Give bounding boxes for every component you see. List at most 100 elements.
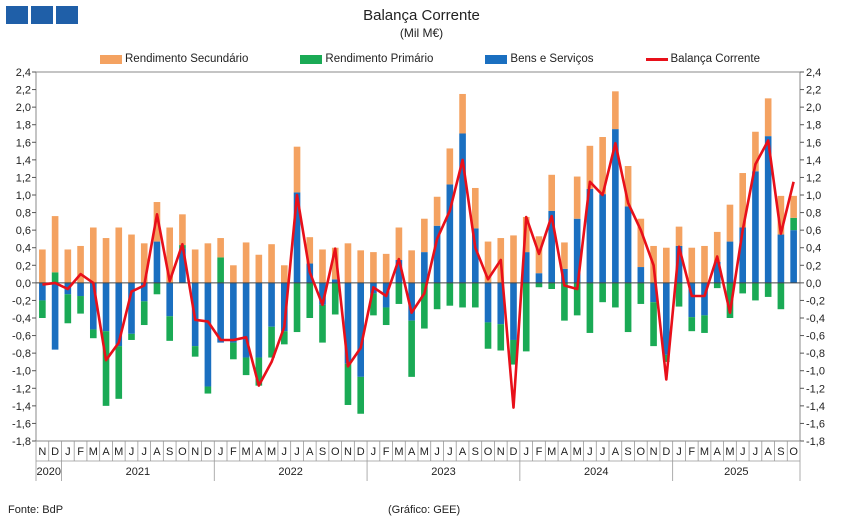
- bar-segment: [548, 282, 556, 290]
- bar-segment: [688, 282, 696, 318]
- bar-segment: [153, 241, 161, 283]
- bar-segment: [612, 91, 619, 130]
- bar-segment: [535, 273, 543, 283]
- bar-segment: [612, 282, 619, 308]
- bar-segment: [179, 214, 186, 246]
- bar-segment: [102, 331, 110, 406]
- y-tick-label-right: 1,4: [806, 155, 821, 167]
- year-label: 2024: [584, 466, 608, 478]
- bar-segment: [128, 234, 135, 283]
- bar-segment: [764, 282, 772, 297]
- month-label: J: [434, 446, 440, 458]
- bar-segment: [357, 282, 365, 377]
- bar-segment: [459, 133, 466, 283]
- bar-segment: [395, 282, 403, 304]
- y-tick-label-left: 0,2: [16, 260, 31, 272]
- bar-segment: [446, 148, 454, 185]
- bar-segment: [357, 376, 365, 414]
- bar-segment: [662, 282, 670, 355]
- y-tick-label-left: 1,4: [16, 155, 31, 167]
- bar-segment: [204, 243, 212, 283]
- legend: Rendimento Secundário Rendimento Primári…: [100, 53, 760, 65]
- month-label: O: [331, 446, 340, 458]
- bar-segment: [573, 282, 581, 316]
- y-tick-label-right: 0,0: [806, 278, 821, 290]
- y-tick-label-right: 1,6: [806, 137, 821, 149]
- bar-segment: [421, 252, 428, 283]
- bar-segment: [459, 93, 466, 134]
- bar-segment: [484, 322, 492, 349]
- bar-segment: [306, 282, 314, 318]
- bar-segment: [344, 243, 352, 283]
- bar-segment: [739, 282, 747, 294]
- month-label: J: [587, 446, 593, 458]
- bar-segment: [752, 282, 759, 301]
- year-label: 2022: [278, 466, 302, 478]
- y-tick-label-left: 2,2: [16, 85, 31, 97]
- year-label: 2025: [724, 466, 748, 478]
- y-tick-label-left: -0,2: [12, 295, 31, 307]
- bar-segment: [650, 282, 657, 303]
- bar-segment: [408, 250, 415, 283]
- bar-segment: [790, 195, 797, 218]
- balance-line: [42, 139, 795, 409]
- y-tick-label-right: 0,8: [806, 208, 821, 220]
- y-tick-label-left: -0,6: [12, 331, 31, 343]
- bar-segment: [688, 317, 696, 332]
- y-tick-label-left: 1,0: [16, 190, 31, 202]
- bar-segment: [280, 331, 288, 345]
- bar-segment: [408, 282, 415, 321]
- bar-segment: [166, 227, 174, 283]
- bar-segment: [39, 249, 46, 283]
- bar-segment: [446, 184, 454, 283]
- y-tick-label-left: 2,4: [16, 67, 31, 79]
- bar-segment: [701, 282, 708, 316]
- bar-segment: [64, 249, 72, 283]
- bar-segment: [268, 282, 275, 327]
- bar-segment: [102, 282, 110, 332]
- bar-segment: [739, 227, 747, 283]
- month-label: A: [459, 446, 467, 458]
- bar-segment: [752, 171, 759, 283]
- month-label: O: [637, 446, 646, 458]
- bar-segment: [242, 357, 250, 376]
- bar-segment: [89, 329, 97, 339]
- bar-segment: [280, 265, 288, 283]
- bar-segment: [586, 145, 594, 189]
- bar-segment: [77, 296, 84, 314]
- month-label: M: [114, 446, 123, 458]
- month-label: M: [700, 446, 709, 458]
- bar-segment: [382, 307, 390, 326]
- bar-segment: [561, 242, 568, 269]
- bar-segment: [191, 346, 199, 357]
- y-tick-label-right: -1,2: [806, 383, 825, 395]
- bar-segment: [242, 242, 250, 283]
- year-label: 2020: [36, 466, 60, 478]
- month-label: A: [764, 446, 772, 458]
- y-tick-label-left: -1,2: [12, 383, 31, 395]
- month-label: O: [484, 446, 493, 458]
- y-tick-label-right: -0,2: [806, 295, 825, 307]
- bar-segment: [624, 206, 632, 283]
- y-tick-label-left: -1,8: [12, 436, 31, 448]
- bar-segment: [573, 218, 581, 283]
- legend-label: Rendimento Primário: [325, 53, 434, 65]
- bar-segment: [548, 174, 556, 211]
- bar-segment: [599, 282, 606, 303]
- bar-segment: [51, 282, 59, 350]
- month-label: M: [420, 446, 429, 458]
- bar-segment: [102, 238, 110, 283]
- bar-segment: [713, 231, 721, 262]
- y-tick-label-left: -0,4: [12, 313, 31, 325]
- legend-swatch: [485, 54, 508, 64]
- y-tick-label-right: 2,0: [806, 102, 821, 114]
- bar-segment: [599, 194, 606, 283]
- credit-note: (Gráfico: GEE): [388, 504, 461, 516]
- month-label: D: [357, 446, 365, 458]
- bar-segment: [561, 282, 568, 321]
- bar-segment: [140, 282, 148, 302]
- y-tick-label-left: 0,0: [16, 278, 31, 290]
- bar-segment: [662, 247, 670, 283]
- month-label: S: [166, 446, 173, 458]
- bar-segment: [230, 282, 237, 343]
